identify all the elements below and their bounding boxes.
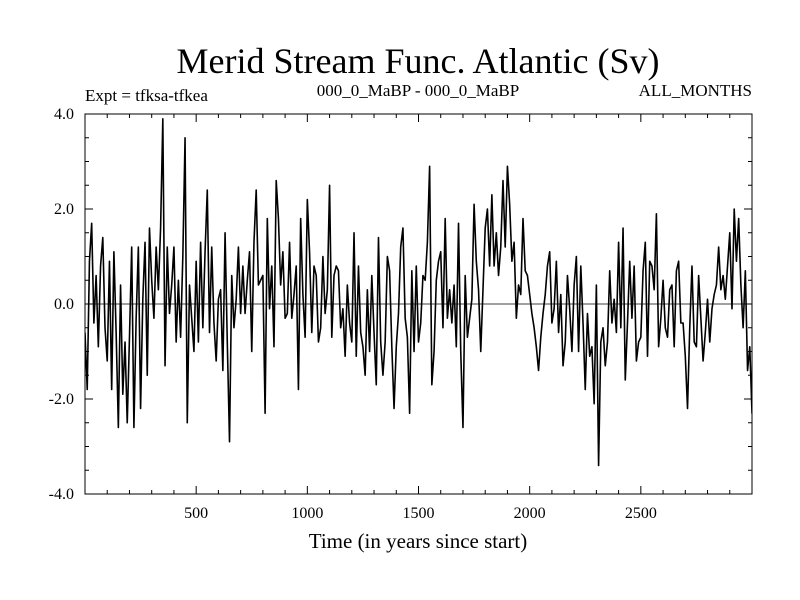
chart-title: Merid Stream Func. Atlantic (Sv) [177,41,660,81]
x-tick-label: 1000 [291,505,323,522]
y-tick-label: -4.0 [49,486,74,503]
months-label: ALL_MONTHS [639,81,752,100]
x-tick-label: 2000 [514,505,546,522]
series-line [85,117,752,467]
axis-tick-labels: 500 1000 1500 2000 2500 -4.0 -2.0 0.0 2.0 4.0 [49,106,657,522]
y-tick-label: 4.0 [54,106,74,123]
period-label: 000_0_MaBP - 000_0_MaBP [317,81,519,100]
x-tick-label: 500 [184,505,208,522]
x-tick-label: 2500 [625,505,657,522]
y-tick-label: 0.0 [54,296,74,313]
x-tick-label: 1500 [403,505,435,522]
y-tick-label: 2.0 [54,201,74,218]
x-axis-label: Time (in years since start) [309,529,528,553]
experiment-label: Expt = tfksa-tfkea [85,86,208,105]
plot-frame [84,113,753,495]
y-tick-label: -2.0 [49,391,74,408]
